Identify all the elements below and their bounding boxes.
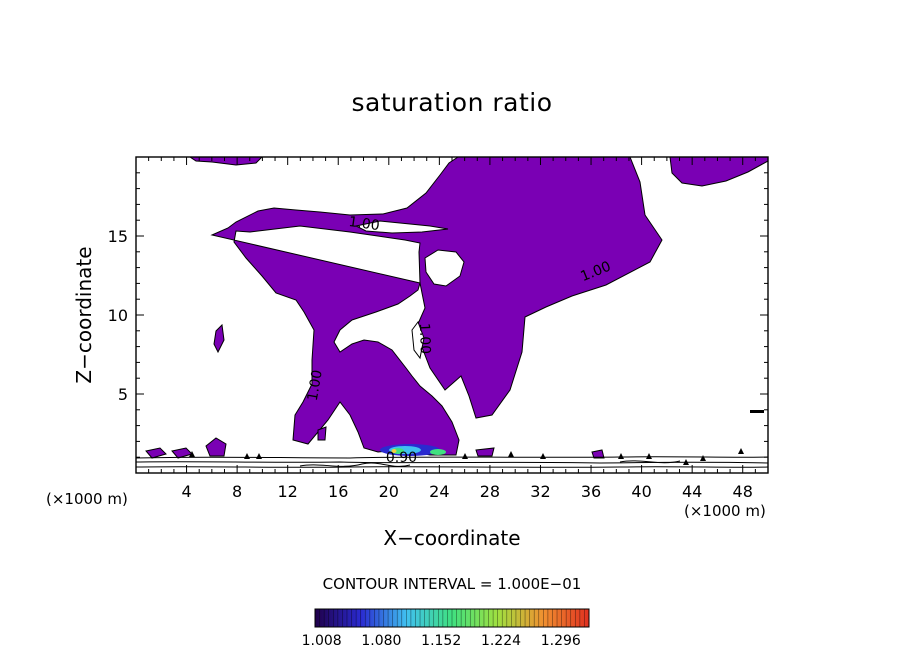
small-patch: [205, 437, 227, 457]
dry-notch: [411, 320, 425, 360]
colorbar-tick-label: 1.152: [421, 633, 462, 649]
x-tick-label: 40: [631, 482, 651, 501]
x-tick-label: 20: [379, 482, 399, 501]
small-patch: [145, 447, 167, 459]
y-tick-label: 5: [118, 385, 128, 404]
contour-interval-label: CONTOUR INTERVAL = 1.000E−01: [322, 575, 582, 593]
small-patch: [317, 426, 327, 441]
x-axis-label: X−coordinate: [383, 526, 521, 550]
y-tick-label: 15: [108, 227, 128, 246]
contour-label: 1.00: [348, 214, 381, 234]
small-patch: [475, 447, 495, 457]
x-unit-label: (×1000 m): [684, 502, 766, 520]
upper-left-patch: [189, 157, 263, 166]
y-unit-label: (×1000 m): [46, 490, 128, 508]
x-tick-label: 16: [328, 482, 348, 501]
supersaturation-region: [210, 157, 663, 456]
x-tick-label: 28: [480, 482, 500, 501]
contour-label: 0.90: [386, 450, 417, 466]
x-tick-label: 12: [278, 482, 298, 501]
dry-hole: [424, 249, 465, 287]
x-tick-label: 44: [682, 482, 702, 501]
surface-contours: [136, 456, 768, 468]
upper-right-patch: [669, 157, 768, 187]
surface-dots: [189, 410, 764, 465]
contour-label: 1.00: [416, 323, 433, 355]
colorbar-tick-label: 1.296: [540, 633, 581, 649]
x-tick-label: 36: [581, 482, 601, 501]
colorbar: [314, 608, 590, 628]
x-tick-label: 32: [530, 482, 550, 501]
x-tick-label: 4: [181, 482, 191, 501]
small-patch: [591, 449, 605, 459]
dry-slot: [354, 220, 449, 234]
x-tick-label: 8: [232, 482, 242, 501]
y-tick-label: 10: [108, 306, 128, 325]
chart-title: saturation ratio: [351, 88, 553, 117]
x-tick-label: 48: [733, 482, 753, 501]
small-patch: [171, 447, 193, 459]
colorbar-tick-label: 1.080: [361, 633, 402, 649]
contour-label: 1.00: [305, 369, 326, 402]
colorbar-tick-label: 1.008: [301, 633, 342, 649]
small-patch: [213, 323, 225, 354]
colorbar-tick-label: 1.224: [480, 633, 522, 649]
y-axis-label: Z−coordinate: [72, 246, 96, 384]
x-tick-label: 24: [429, 482, 449, 501]
